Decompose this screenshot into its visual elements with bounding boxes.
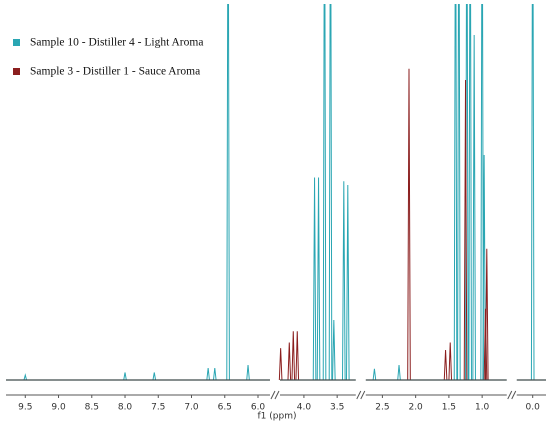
plot-area — [23, 4, 535, 381]
x-tick-label: 0.0 — [526, 403, 541, 413]
axis-break — [274, 390, 280, 400]
peak — [407, 68, 411, 381]
peak — [482, 154, 486, 381]
x-tick-label: 8.5 — [85, 403, 99, 413]
axis-break — [507, 390, 513, 400]
peak — [342, 181, 346, 381]
peak — [457, 4, 461, 381]
x-tick-label: 6.0 — [251, 403, 266, 413]
peak — [463, 79, 468, 381]
peak — [246, 364, 250, 381]
peak — [453, 4, 458, 381]
x-tick-label: 9.5 — [18, 403, 32, 413]
peak — [397, 364, 401, 381]
legend-swatch — [13, 39, 20, 46]
peak — [372, 368, 377, 381]
peak — [206, 367, 210, 381]
peak — [484, 248, 489, 381]
x-tick-label: 2.0 — [408, 403, 423, 413]
axis-break — [356, 390, 362, 400]
peak — [530, 4, 535, 381]
peak — [480, 4, 484, 381]
peak — [468, 4, 472, 381]
legend-label: Sample 10 - Distiller 4 - Light Aroma — [30, 37, 203, 49]
peak — [226, 4, 230, 381]
peak — [291, 331, 296, 381]
x-tick-label: 1.5 — [442, 403, 456, 413]
peak — [278, 348, 283, 381]
x-tick-label: 6.5 — [218, 403, 232, 413]
peak — [316, 177, 321, 381]
peak — [443, 349, 448, 381]
peak — [23, 373, 28, 381]
peak — [483, 308, 488, 381]
x-tick-label: 3.5 — [330, 403, 344, 413]
legend-label: Sample 3 - Distiller 1 - Sauce Aroma — [30, 66, 200, 78]
x-tick-label: 8.0 — [118, 403, 133, 413]
peak — [287, 342, 292, 381]
peak — [472, 34, 476, 381]
peak — [123, 372, 127, 381]
x-tick-label: 1.0 — [475, 403, 490, 413]
x-axis-label: f1 (ppm) — [258, 412, 297, 422]
peak — [295, 331, 300, 381]
peak — [152, 372, 157, 381]
peak — [312, 177, 317, 381]
axis-break — [360, 390, 366, 400]
x-tick-label: 9.0 — [51, 403, 66, 413]
peak — [328, 4, 333, 381]
peak — [332, 319, 336, 381]
peak — [322, 4, 327, 381]
x-tick-label: 4.0 — [297, 403, 312, 413]
axis-break — [511, 390, 517, 400]
x-tick-label: 7.5 — [151, 403, 165, 413]
x-tick-label: 2.5 — [375, 403, 389, 413]
peak — [212, 367, 217, 381]
peak — [345, 184, 350, 381]
legend-swatch — [13, 68, 20, 75]
axis-break — [270, 390, 276, 400]
x-tick-label: 7.0 — [184, 403, 199, 413]
peak — [448, 342, 453, 381]
